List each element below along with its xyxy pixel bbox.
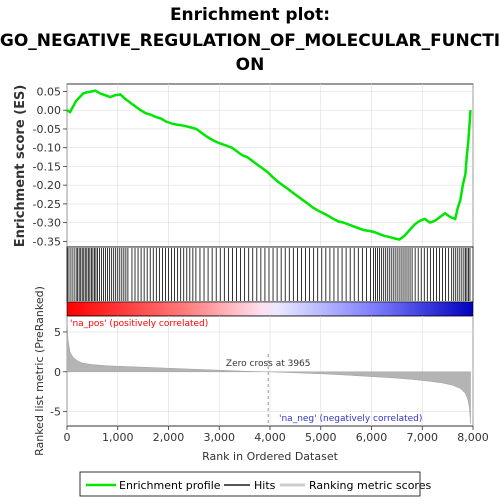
metric-y-tick-label: 0 [54, 366, 61, 379]
x-axis-label: Rank in Ordered Dataset [202, 450, 339, 463]
ranking-metric-area [66, 319, 471, 424]
enrichment-profile-line [66, 89, 472, 241]
x-tick-label: 8,000 [457, 431, 489, 444]
es-y-tick-label: -0.35 [33, 235, 61, 248]
x-tick-label: 6,000 [356, 431, 388, 444]
es-y-tick-label: -0.20 [33, 179, 61, 192]
subtitle-line-1: GO_NEGATIVE_REGULATION_OF_MOLECULAR_FUNC… [0, 31, 500, 51]
x-tick-label: 0 [64, 431, 71, 444]
metric-y-axis: 5 0 -5 [50, 326, 67, 419]
neg-label: 'na_neg' (negatively correlated) [279, 414, 422, 424]
metric-y-tick-label: -5 [50, 406, 61, 419]
es-y-tick-label: -0.05 [33, 123, 61, 136]
es-y-tick-label: 0.05 [37, 85, 62, 98]
legend-hits-label: Hits [254, 479, 276, 492]
legend-metric-label: Ranking metric scores [309, 479, 431, 492]
es-y-tick-label: -0.10 [33, 142, 61, 155]
chart-subtitle: GO_NEGATIVE_REGULATION_OF_MOLECULAR_FUNC… [0, 31, 500, 51]
x-tick-label: 2,000 [153, 431, 185, 444]
x-tick-label: 5,000 [305, 431, 337, 444]
x-tick-label: 4,000 [254, 431, 286, 444]
hits-group [67, 248, 471, 301]
metric-y-tick-label: 5 [54, 326, 61, 339]
ranking-heat-band [66, 301, 474, 317]
x-axis: 0 1,000 2,000 3,000 4,000 5,000 6,000 7,000 8,00… [64, 426, 489, 444]
x-tick-label: 3,000 [204, 431, 236, 444]
es-y-tick-label: -0.25 [33, 198, 61, 211]
x-tick-label: 7,000 [407, 431, 439, 444]
legend-enrichment-label: Enrichment profile [119, 479, 221, 492]
es-y-tick-label: -0.30 [33, 217, 61, 230]
legend: Enrichment profile Hits Ranking metric s… [79, 471, 431, 497]
pos-label: 'na_pos' (positively correlated) [70, 319, 208, 329]
x-tick-label: 1,000 [102, 431, 134, 444]
zero-cross-label: Zero cross at 3965 [226, 359, 311, 369]
chart-title: Enrichment plot: [170, 5, 330, 25]
chart-subtitle-wrap: ON [236, 55, 265, 75]
es-y-axis-label: Enrichment score (ES) [13, 85, 28, 248]
es-y-tick-label: -0.15 [33, 160, 61, 173]
metric-y-axis-label: Ranked list metric (PreRanked) [33, 286, 46, 456]
es-y-tick-label: 0.00 [37, 104, 62, 117]
es-y-axis: 0.05 0.00 -0.05 -0.10 -0.15 -0.20 -0.25 -0.30 -0… [33, 85, 67, 248]
subtitle-line-2: ON [236, 55, 265, 75]
